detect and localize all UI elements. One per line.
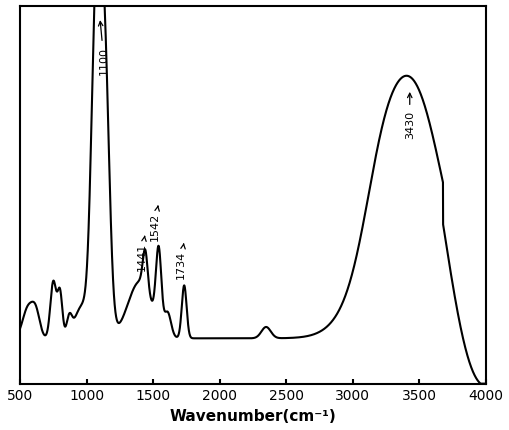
X-axis label: Wavenumber(cm⁻¹): Wavenumber(cm⁻¹) [169, 408, 335, 423]
Text: 1734: 1734 [176, 244, 186, 278]
Text: 3430: 3430 [404, 94, 414, 139]
Text: 1441: 1441 [136, 237, 147, 271]
Text: 1100: 1100 [98, 22, 108, 75]
Text: 1542: 1542 [149, 206, 159, 240]
